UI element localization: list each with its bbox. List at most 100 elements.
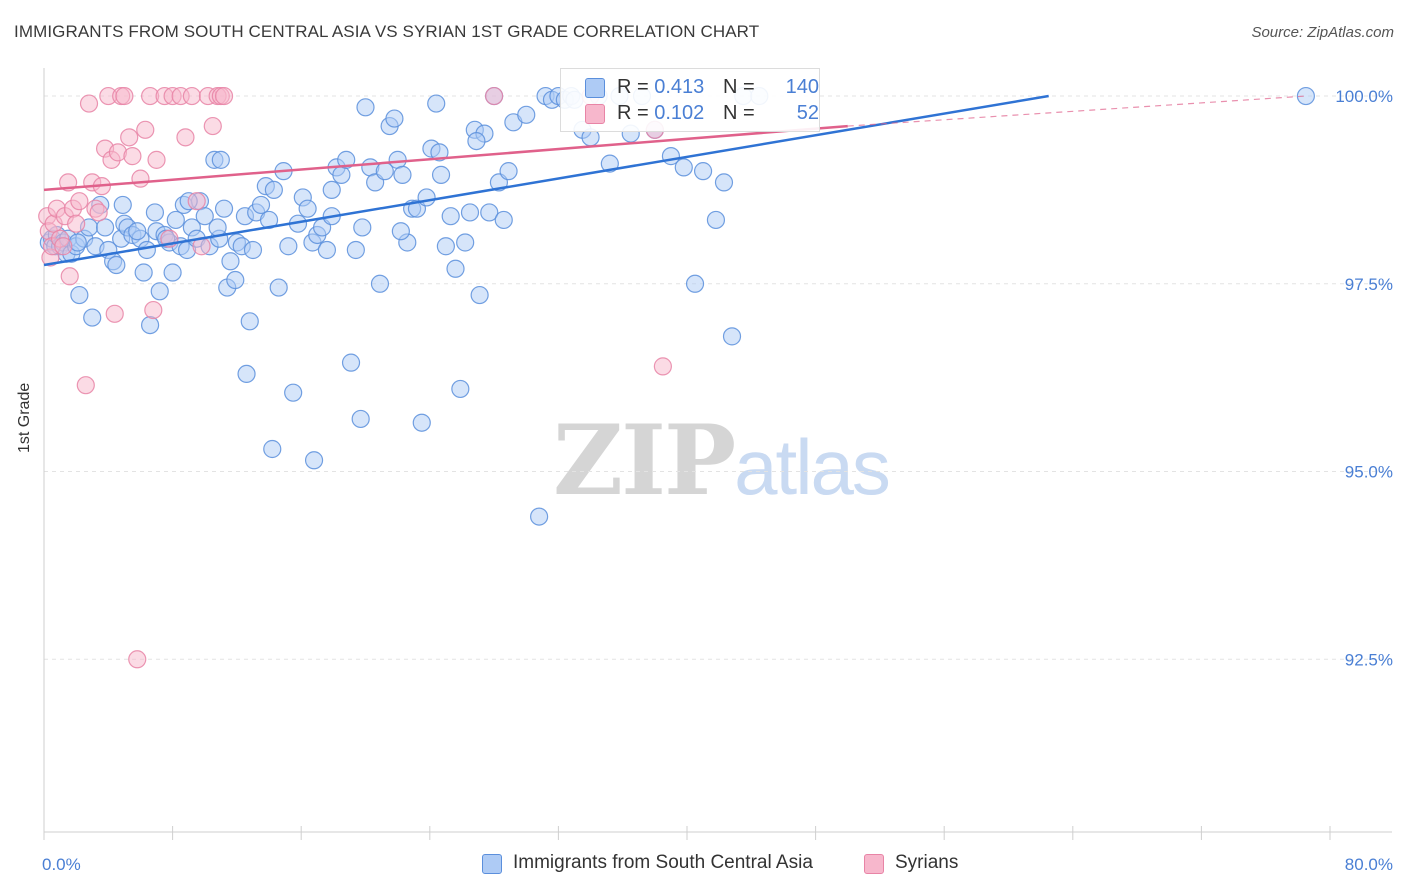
data-point-syrians <box>60 267 79 286</box>
data-point-south-central-asia <box>393 165 412 184</box>
trend-layer <box>43 94 1306 267</box>
data-point-south-central-asia <box>284 383 303 402</box>
data-point-south-central-asia <box>412 413 431 432</box>
data-point-south-central-asia <box>693 162 713 181</box>
data-point-south-central-asia <box>370 274 390 293</box>
data-point-south-central-asia <box>237 364 256 384</box>
data-point-south-central-asia <box>240 312 259 331</box>
watermark-atlas: atlas <box>734 423 891 511</box>
data-point-south-central-asia <box>467 131 486 151</box>
legend-n-value: 140 <box>785 76 819 98</box>
data-point-south-central-asia <box>441 207 460 226</box>
trend-line-syrians-extension <box>847 95 1306 127</box>
legend-r-value: 0.102 <box>654 102 705 124</box>
y-tick-label: 100.0% <box>1335 87 1393 106</box>
data-point-south-central-asia <box>430 143 449 162</box>
data-point-south-central-asia <box>304 451 324 470</box>
data-point-south-central-asia <box>145 203 165 222</box>
y-tick-label: 95.0% <box>1345 463 1393 482</box>
data-point-syrians <box>187 192 206 211</box>
y-tick-label: 97.5% <box>1345 275 1393 294</box>
data-point-south-central-asia <box>128 222 147 241</box>
legend-n-label: N = <box>723 76 755 98</box>
legend-swatch-pink <box>585 104 605 124</box>
data-point-south-central-asia <box>211 150 230 169</box>
trend-line-south-central-asia <box>43 94 1049 267</box>
data-point-south-central-asia <box>460 203 480 222</box>
data-point-syrians <box>76 376 95 395</box>
data-point-south-central-asia <box>251 195 271 215</box>
source-label: Source: ZipAtlas.com <box>1251 24 1394 41</box>
data-point-syrians <box>70 192 89 211</box>
data-point-syrians <box>203 116 222 136</box>
data-point-south-central-asia <box>279 237 298 256</box>
data-point-south-central-asia <box>353 218 372 237</box>
data-point-south-central-asia <box>243 240 263 260</box>
data-point-south-central-asia <box>499 162 518 181</box>
data-point-south-central-asia <box>214 199 234 218</box>
data-point-south-central-asia <box>269 278 288 297</box>
data-point-south-central-asia <box>356 98 375 117</box>
data-point-south-central-asia <box>221 252 240 271</box>
data-point-south-central-asia <box>226 270 245 290</box>
data-point-south-central-asia <box>436 237 455 256</box>
data-point-south-central-asia <box>722 327 742 346</box>
data-point-south-central-asia <box>263 439 282 459</box>
series-legend: Immigrants from South Central Asia Syria… <box>0 852 1406 878</box>
data-point-south-central-asia <box>341 353 361 372</box>
data-point-south-central-asia <box>517 105 536 124</box>
data-point-south-central-asia <box>451 379 470 399</box>
data-point-south-central-asia <box>337 150 356 169</box>
legend-swatch-blue <box>585 78 605 98</box>
data-point-south-central-asia <box>83 308 102 327</box>
data-point-syrians <box>131 169 150 188</box>
data-point-south-central-asia <box>391 222 410 241</box>
data-point-south-central-asia <box>470 285 489 305</box>
data-point-syrians <box>144 300 163 320</box>
data-point-syrians <box>485 86 504 106</box>
data-point-south-central-asia <box>446 259 465 278</box>
legend-swatch-pink <box>864 854 884 874</box>
data-point-syrians <box>214 86 234 106</box>
data-point-south-central-asia <box>166 210 185 230</box>
data-point-south-central-asia <box>134 263 153 282</box>
data-point-syrians <box>89 203 108 222</box>
data-point-south-central-asia <box>385 109 404 128</box>
watermark: ZIPatlas <box>553 404 891 517</box>
legend-r-label: R = <box>617 76 655 98</box>
data-point-south-central-asia <box>140 315 160 335</box>
legend-r-value: 0.413 <box>654 76 705 98</box>
data-point-south-central-asia <box>417 188 436 207</box>
data-point-south-central-asia <box>351 409 370 429</box>
data-point-south-central-asia <box>208 218 227 237</box>
data-point-south-central-asia <box>427 94 446 113</box>
data-point-syrians <box>147 150 166 169</box>
data-point-south-central-asia <box>431 165 451 184</box>
data-point-syrians <box>115 86 134 106</box>
y-tick-label: 92.5% <box>1345 650 1393 669</box>
data-point-syrians <box>136 120 155 139</box>
data-point-south-central-asia <box>346 240 365 260</box>
axis-layer <box>43 68 1392 840</box>
legend-item-label: Syrians <box>895 852 959 873</box>
data-point-south-central-asia <box>298 199 317 218</box>
legend-n-label: N = <box>723 102 755 124</box>
legend-item-label: Immigrants from South Central Asia <box>513 852 813 873</box>
data-point-south-central-asia <box>714 173 734 192</box>
watermark-zip: ZIP <box>553 404 736 517</box>
data-point-south-central-asia <box>530 507 549 526</box>
data-point-south-central-asia <box>107 255 126 275</box>
data-point-south-central-asia <box>264 180 283 200</box>
data-point-south-central-asia <box>706 210 726 230</box>
data-point-south-central-asia <box>480 203 499 222</box>
data-point-syrians <box>123 147 142 166</box>
legend-n-value: 52 <box>796 102 819 124</box>
trend-line-syrians <box>43 124 848 192</box>
chart-title: IMMIGRANTS FROM SOUTH CENTRAL ASIA VS SY… <box>14 22 760 41</box>
data-point-south-central-asia <box>332 165 351 184</box>
data-point-syrians <box>653 357 672 376</box>
x-tick-label: 0.0% <box>42 855 81 874</box>
data-point-south-central-asia <box>95 218 115 237</box>
tick-layer: 92.5% 95.0% 97.5% 100.0% 0.0% 80.0% <box>42 87 1393 874</box>
